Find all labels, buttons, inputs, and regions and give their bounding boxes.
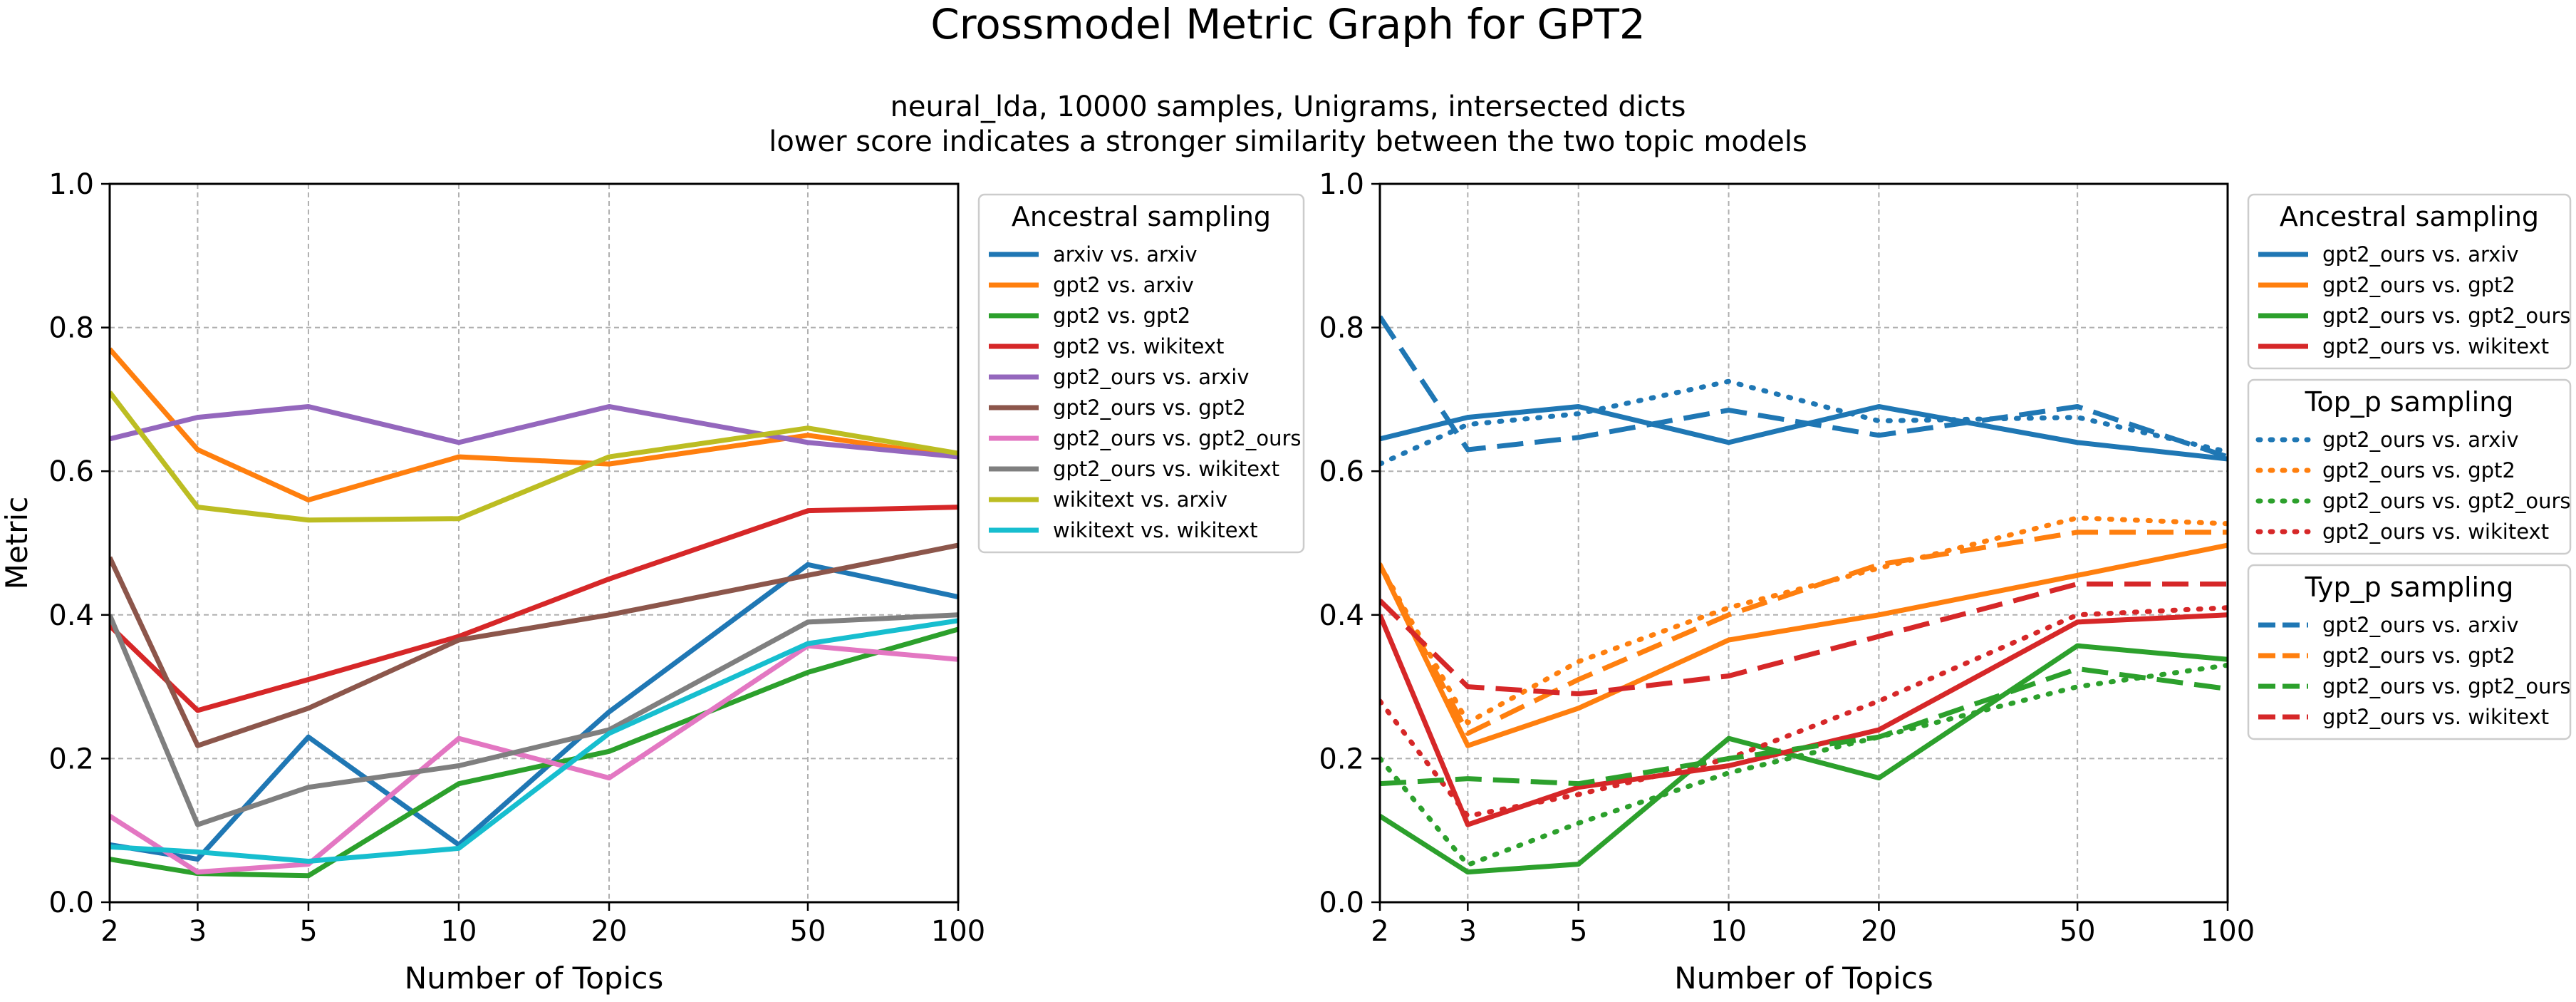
y-tick-label: 0.2 <box>48 743 94 775</box>
series-line-solid-gpt2-ours-vs-gpt2 <box>110 542 958 748</box>
legend-title: Top_p sampling <box>2305 386 2514 418</box>
series-line-dashed-gpt2-ours-vs-wikitext <box>1380 581 2228 697</box>
series-line-dashed-gpt2-ours-vs-arxiv <box>1380 315 2228 460</box>
y-axis-label: Metric <box>0 497 34 590</box>
legend-frame <box>977 193 1305 554</box>
right-chart: 2 3 5 10 20 50 100 0.0 0.2 0.4 0.6 0.8 1.0 Number of … <box>1319 168 2572 996</box>
series-line-solid-gpt2-vs-arxiv <box>110 347 958 503</box>
legend-frame <box>2247 378 2572 555</box>
x-tick-label: 5 <box>299 915 317 948</box>
legend-entry-label: gpt2_ours vs. gpt2_ours <box>1053 426 1302 450</box>
legend-box: Ancestral sampling gpt2_ours vs. arxiv gpt… <box>2247 193 2572 370</box>
series-line-dotted-gpt2-ours-vs-arxiv <box>1380 378 2228 467</box>
legend-title: Ancestral sampling <box>2280 201 2539 232</box>
x-tick-label: 5 <box>1569 915 1587 948</box>
series-line-solid-gpt2-ours-vs-arxiv <box>110 403 958 460</box>
x-tick-label: 10 <box>1710 915 1747 948</box>
legend-box: Typ_p sampling gpt2_ours vs. arxiv gpt2_ou… <box>2247 564 2572 740</box>
y-tick-label: 0.0 <box>1319 887 1364 919</box>
x-tick-label: 20 <box>591 915 628 948</box>
legend-title: Typ_p sampling <box>2305 572 2514 603</box>
series-line-solid-wikitext-vs-arxiv <box>110 391 958 523</box>
legend-entry-label: gpt2_ours vs. gpt2 <box>1053 396 1246 420</box>
y-tick-label: 0.8 <box>48 312 94 345</box>
x-tick-label: 10 <box>441 915 477 948</box>
x-tick-label: 20 <box>1861 915 1897 948</box>
series-line-solid-gpt2-vs-gpt2 <box>110 626 958 879</box>
series-group <box>1380 315 2228 875</box>
legend-entry-label: gpt2_ours vs. wikitext <box>1053 457 1279 481</box>
series-line-solid-gpt2-ours-vs-gpt2 <box>1380 542 2228 748</box>
y-tick-label: 0.0 <box>48 887 94 919</box>
x-axis-label: Number of Topics <box>1674 961 1933 996</box>
x-tick-label: 100 <box>2201 915 2255 948</box>
series-line-dashed-gpt2-ours-vs-gpt2-ours <box>1380 666 2228 787</box>
figure-subtitle-line-2: lower score indicates a stronger similar… <box>769 125 1807 158</box>
series-line-solid-gpt2-ours-vs-wikitext <box>110 612 958 827</box>
y-tick-label: 0.4 <box>48 599 94 632</box>
x-axis-label: Number of Topics <box>405 961 663 996</box>
legend-entry-label: gpt2 vs. arxiv <box>1053 273 1194 297</box>
legend-entry-label: gpt2_ours vs. gpt2_ours <box>2322 489 2571 513</box>
legend-entry-label: gpt2_ours vs. arxiv <box>2322 613 2519 637</box>
x-tick-label: 3 <box>189 915 207 948</box>
series-group <box>110 347 958 879</box>
left-chart: 2 3 5 10 20 50 100 0.0 0.2 0.4 0.6 0.8 1.0 Number of … <box>0 168 1305 996</box>
legend-entry-label: gpt2_ours vs. wikitext <box>2322 705 2549 729</box>
x-tick-label: 100 <box>931 915 985 948</box>
x-tick-label: 3 <box>1459 915 1477 948</box>
series-line-solid-gpt2-ours-vs-wikitext <box>1380 612 2228 827</box>
x-tick-label: 2 <box>1371 915 1388 948</box>
legend-entry-label: gpt2 vs. gpt2 <box>1053 304 1190 328</box>
legend-entry-label: gpt2_ours vs. wikitext <box>2322 334 2549 358</box>
y-tick-label: 1.0 <box>48 168 94 201</box>
legend-entry-label: gpt2_ours vs. gpt2 <box>2322 458 2515 482</box>
series-line-solid-gpt2-ours-vs-gpt2-ours <box>1380 643 2228 875</box>
legend-entry-label: gpt2_ours vs. wikitext <box>2322 520 2549 544</box>
legend-entry-label: arxiv vs. arxiv <box>1053 242 1198 267</box>
legend-entry-label: wikitext vs. arxiv <box>1053 487 1227 512</box>
legend-entry-label: gpt2_ours vs. gpt2_ours <box>2322 674 2571 698</box>
series-line-solid-gpt2-ours-vs-arxiv <box>1380 403 2228 462</box>
figure-title: Crossmodel Metric Graph for GPT2 <box>930 0 1646 48</box>
series-line-solid-gpt2-vs-wikitext <box>110 505 958 713</box>
series-line-dashed-gpt2-ours-vs-gpt2 <box>1380 530 2228 736</box>
legend-box: Top_p sampling gpt2_ours vs. arxiv gpt2_ou… <box>2247 378 2572 555</box>
y-tick-label: 0.2 <box>1319 743 1364 775</box>
series-line-solid-arxiv-vs-arxiv <box>110 562 958 862</box>
y-tick-label: 0.6 <box>48 455 94 488</box>
y-tick-label: 0.6 <box>1319 455 1364 488</box>
legend-entry-label: gpt2_ours vs. gpt2_ours <box>2322 304 2571 328</box>
figure-subtitle-line-1: neural_lda, 10000 samples, Unigrams, int… <box>890 91 1686 123</box>
legend-frame <box>2247 564 2572 740</box>
plot-frame <box>108 182 960 904</box>
series-line-dotted-gpt2-ours-vs-gpt2-ours <box>1380 662 2228 868</box>
x-tick-label: 50 <box>790 915 826 948</box>
legend-entry-label: gpt2_ours vs. arxiv <box>2322 428 2519 452</box>
series-line-dotted-gpt2-ours-vs-gpt2 <box>1380 515 2228 725</box>
legend-title: Ancestral sampling <box>1012 201 1271 232</box>
legend-entry-label: gpt2_ours vs. arxiv <box>1053 365 1250 389</box>
x-tick-label: 50 <box>2060 915 2096 948</box>
y-tick-label: 1.0 <box>1319 168 1364 201</box>
legend-entry-label: gpt2 vs. wikitext <box>1053 334 1224 358</box>
legend-entry-label: gpt2_ours vs. gpt2 <box>2322 273 2515 297</box>
y-tick-label: 0.4 <box>1319 599 1364 632</box>
y-tick-label: 0.8 <box>1319 312 1364 345</box>
legend-entry-label: gpt2_ours vs. arxiv <box>2322 242 2519 267</box>
legend-entry-label: wikitext vs. wikitext <box>1053 518 1258 542</box>
legend-box: Ancestral sampling arxiv vs. arxiv gpt2 vs… <box>977 193 1305 554</box>
series-line-solid-wikitext-vs-wikitext <box>110 618 958 864</box>
legend-frame <box>2247 193 2572 370</box>
legend-entry-label: gpt2_ours vs. gpt2 <box>2322 644 2515 668</box>
x-tick-label: 2 <box>100 915 118 948</box>
plot-frame <box>1378 182 2229 904</box>
